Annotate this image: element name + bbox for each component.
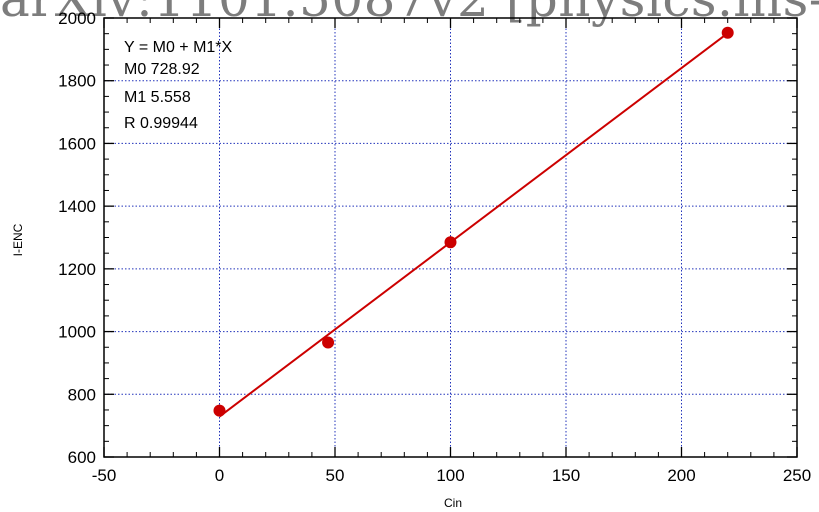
x-tick-label: 50 — [326, 466, 345, 485]
y-tick-label: 1600 — [58, 134, 96, 153]
tick-marks — [103, 17, 798, 458]
grid-lines — [104, 18, 797, 457]
data-point — [444, 236, 457, 249]
y-tick-label: 1800 — [58, 72, 96, 91]
data-points — [213, 26, 734, 417]
x-tick-label: 0 — [215, 466, 224, 485]
data-point — [721, 26, 734, 39]
fit-line — [218, 32, 729, 418]
fit-equation: Y = M0 + M1*X — [124, 39, 233, 56]
x-tick-label: 100 — [436, 466, 464, 485]
y-axis-label: I-ENC — [11, 223, 25, 256]
x-tick-label: -50 — [92, 466, 117, 485]
y-tick-label: 1400 — [58, 197, 96, 216]
x-tick-label: 250 — [783, 466, 811, 485]
y-tick-label: 800 — [68, 385, 96, 404]
y-tick-label: 2000 — [58, 9, 96, 28]
fit-r: R 0.99944 — [124, 115, 198, 132]
x-tick-labels: -50 0 50 100 150 200 250 — [92, 466, 811, 485]
y-tick-label: 600 — [68, 448, 96, 467]
fit-m1: M1 5.558 — [124, 89, 191, 106]
y-tick-label: 1200 — [58, 260, 96, 279]
y-tick-labels: 600 800 1000 1200 1400 1600 1800 2000 — [58, 9, 96, 467]
y-tick-label: 1000 — [58, 323, 96, 342]
fit-results: Y = M0 + M1*X M0 728.92 M1 5.558 R 0.999… — [124, 39, 233, 132]
arxiv-watermark: arXiv:1101.5087v2 [physics.ins-det] 20 A… — [0, 0, 819, 28]
data-point — [213, 404, 226, 417]
fit-m0: M0 728.92 — [124, 61, 200, 78]
x-tick-label: 200 — [667, 466, 695, 485]
x-axis-label: Cin — [444, 496, 462, 510]
x-tick-label: 150 — [552, 466, 580, 485]
data-point — [322, 336, 335, 349]
